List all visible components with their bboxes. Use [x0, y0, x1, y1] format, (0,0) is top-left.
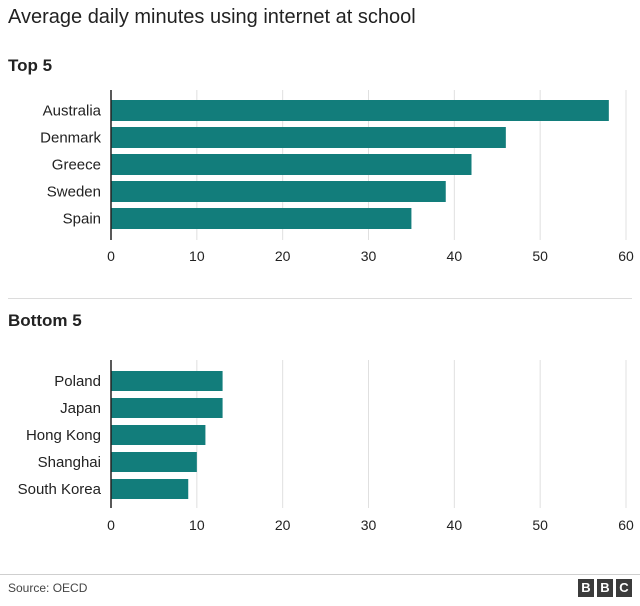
category-label: Australia [43, 103, 102, 120]
x-tick-label: 20 [275, 517, 291, 533]
bar-south-korea [111, 479, 189, 499]
x-tick-label: 30 [361, 248, 377, 264]
x-tick-label: 30 [361, 517, 377, 533]
x-tick-label: 50 [532, 248, 548, 264]
source-note: Source: OECD [8, 581, 88, 595]
category-label: Hong Kong [26, 427, 101, 444]
panel-title-top5: Top 5 [8, 56, 53, 75]
footer-divider [0, 574, 640, 575]
x-tick-label: 0 [107, 248, 115, 264]
bbc-logo-letter: B [597, 579, 613, 597]
bar-greece [111, 154, 472, 175]
category-label: Shanghai [38, 454, 101, 471]
x-tick-label: 10 [189, 517, 205, 533]
bar-spain [111, 208, 412, 229]
category-label: Sweden [47, 184, 101, 201]
x-tick-label: 40 [447, 517, 463, 533]
x-tick-label: 50 [532, 517, 548, 533]
bbc-logo-letter: C [616, 579, 632, 597]
bar-poland [111, 371, 223, 391]
category-label: Spain [63, 211, 101, 228]
category-label: Denmark [40, 130, 101, 147]
x-tick-label: 10 [189, 248, 205, 264]
top5-bar-chart: 0 10 20 30 40 50 60 Australia Denmark Greece Swede… [40, 90, 634, 264]
panel-title-bottom5: Bottom 5 [8, 311, 82, 330]
bar-hong-kong [111, 425, 206, 445]
bar-australia [111, 100, 609, 121]
category-label: Greece [52, 157, 101, 174]
chart-title: Average daily minutes using internet at … [8, 6, 416, 28]
x-tick-label: 60 [618, 517, 634, 533]
bbc-logo: B B C [578, 579, 632, 597]
bar-sweden [111, 181, 446, 202]
bar-japan [111, 398, 223, 418]
bottom5-bar-chart: 0 10 20 30 40 50 60 Poland Japan Hong Kong Shangha… [18, 360, 634, 533]
bar-denmark [111, 127, 506, 148]
bar-shanghai [111, 452, 197, 472]
x-tick-label: 0 [107, 517, 115, 533]
x-tick-label: 60 [618, 248, 634, 264]
x-tick-label: 20 [275, 248, 291, 264]
bbc-logo-letter: B [578, 579, 594, 597]
category-label: Japan [60, 400, 101, 417]
x-tick-label: 40 [447, 248, 463, 264]
category-label: Poland [54, 373, 101, 390]
category-label: South Korea [18, 481, 102, 498]
panel-divider [8, 298, 632, 299]
